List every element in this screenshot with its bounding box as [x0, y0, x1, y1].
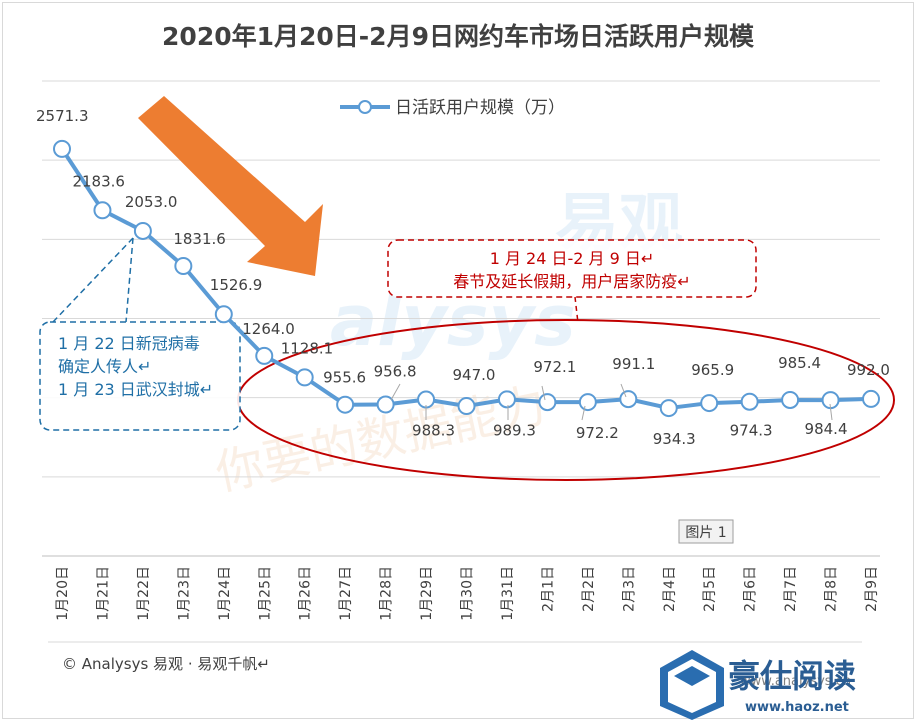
- data-point: [53, 139, 71, 158]
- red-note-pointer: [574, 296, 579, 324]
- picture-label-text: 图片 1: [685, 525, 726, 541]
- data-label: 947.0: [453, 366, 496, 384]
- label-leader: [390, 383, 401, 401]
- x-tick-label: 2月3日: [621, 566, 637, 612]
- red-note-box: [387, 239, 757, 298]
- data-point: [336, 395, 355, 414]
- data-label: 2571.3: [36, 107, 89, 125]
- brand-name: 豪仕阅读: [728, 657, 856, 695]
- data-point: [538, 393, 557, 412]
- data-label: 985.4: [778, 354, 821, 372]
- x-tick-label: 1月20日: [55, 566, 71, 621]
- red-note: 1 月 24 日-2 月 9 日↵ 春节及延长假期，用户居家防疫↵: [387, 239, 757, 324]
- data-label: 992.0: [847, 361, 890, 379]
- x-tick-label: 1月31日: [500, 566, 516, 621]
- data-point: [659, 399, 678, 418]
- x-tick-label: 1月22日: [136, 566, 152, 621]
- data-label: 972.2: [576, 424, 619, 442]
- data-point: [619, 390, 638, 409]
- x-tick-label: 2月2日: [581, 566, 597, 612]
- data-label: 972.1: [533, 358, 576, 376]
- label-leader: [620, 383, 627, 398]
- x-tick-label: 2月7日: [783, 566, 799, 612]
- data-point: [497, 390, 516, 409]
- x-tick-label: 2月1日: [540, 566, 556, 612]
- blue-note-line-2: 确定人传人↵: [58, 357, 151, 376]
- data-point: [174, 256, 193, 275]
- data-label: 1526.9: [210, 276, 262, 294]
- orange-arrow-icon: [138, 96, 323, 276]
- red-note-line-2: 春节及延长假期，用户居家防疫↵: [453, 272, 690, 291]
- brand-badge: 豪仕阅读 www.haoz.net: [660, 650, 856, 720]
- data-label: 956.8: [374, 363, 417, 381]
- blue-note-line-1: 1 月 22 日新冠病毒: [58, 334, 200, 353]
- picture-label: 图片 1: [678, 519, 734, 544]
- data-point: [781, 390, 800, 409]
- data-label: 984.4: [805, 420, 848, 438]
- footer-copyright: © Analysys 易观 · 易观千帆↵: [62, 655, 270, 673]
- x-tick-label: 1月29日: [419, 566, 435, 621]
- blue-note: 1 月 22 日新冠病毒 确定人传人↵ 1 月 23 日武汉封城↵: [39, 237, 241, 431]
- x-tick-labels: 1月20日 1月21日 1月22日 1月23日 1月24日 1月25日 1月26日 1月27日…: [55, 566, 880, 621]
- data-label: 1831.6: [173, 230, 226, 248]
- blue-note-pointer-right: [125, 237, 134, 323]
- data-label: 2053.0: [125, 193, 177, 211]
- x-tick-label: 1月25日: [257, 566, 273, 621]
- x-tick-label: 1月28日: [379, 566, 395, 621]
- legend-entry: 日活跃用户规模（万）: [395, 98, 565, 118]
- picture-label-box: [678, 519, 734, 544]
- blue-note-pointer-left: [52, 237, 134, 323]
- x-tick-label: 1月30日: [460, 566, 476, 621]
- series-line: [53, 139, 880, 418]
- blue-note-line-3: 1 月 23 日武汉封城↵: [58, 380, 213, 399]
- data-point: [700, 394, 719, 413]
- chart-title: 2020年1月20日-2月9日网约车市场日活跃用户规模: [162, 22, 755, 51]
- x-tick-label: 2月8日: [824, 566, 840, 612]
- data-label: 934.3: [653, 430, 696, 448]
- x-tick-label: 1月23日: [176, 566, 192, 621]
- data-label: 989.3: [493, 421, 536, 439]
- data-point: [214, 305, 233, 324]
- label-leader: [541, 385, 546, 401]
- legend-marker: [358, 100, 372, 114]
- x-tick-label: 2月9日: [864, 566, 880, 612]
- red-note-line-1: 1 月 24 日-2 月 9 日↵: [490, 249, 655, 268]
- data-point: [740, 392, 759, 411]
- data-point: [133, 221, 152, 240]
- label-leader: [581, 405, 586, 421]
- data-point: [376, 395, 395, 414]
- brand-url: www.haoz.net: [745, 700, 849, 715]
- label-leader: [829, 403, 833, 421]
- data-label: 1264.0: [242, 320, 295, 338]
- footer-site-url: www.analysys.cn: [740, 674, 851, 689]
- data-point: [93, 201, 112, 220]
- x-tick-label: 2月6日: [743, 566, 759, 612]
- blue-note-box: [39, 321, 241, 431]
- legend: 日活跃用户规模（万）: [340, 98, 565, 118]
- x-tick-label: 1月24日: [217, 566, 233, 621]
- data-label: 991.1: [612, 355, 655, 373]
- data-point: [255, 346, 274, 365]
- grid: [42, 80, 880, 557]
- data-point: [457, 397, 476, 416]
- data-label: 974.3: [730, 422, 773, 440]
- data-point: [578, 393, 597, 412]
- data-label: 965.9: [691, 361, 734, 379]
- x-tick-label: 2月4日: [662, 566, 678, 612]
- x-tick-label: 2月5日: [702, 566, 718, 612]
- data-label: 2183.6: [72, 172, 125, 190]
- x-tick-label: 1月26日: [298, 566, 314, 621]
- data-point: [295, 368, 314, 387]
- data-label: 988.3: [412, 422, 455, 440]
- data-point: [862, 389, 880, 408]
- data-label: 955.6: [323, 369, 366, 387]
- x-tick-label: 1月21日: [95, 566, 111, 621]
- x-tick-label: 1月27日: [338, 566, 354, 621]
- data-label: 1128.1: [281, 339, 334, 357]
